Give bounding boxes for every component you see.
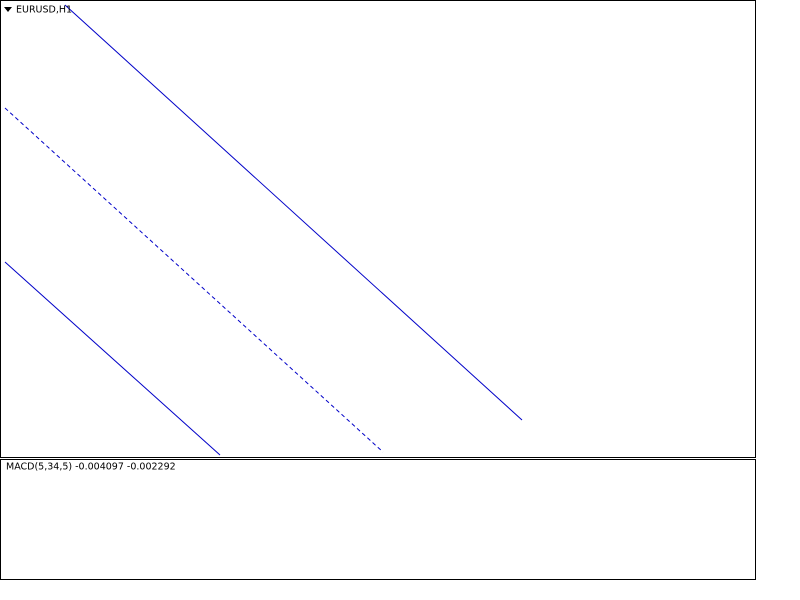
channel-line — [4, 261, 221, 456]
channel-midline — [4, 107, 384, 453]
menu-arrow[interactable] — [4, 7, 12, 12]
chart-title: EURUSD,H1 — [16, 5, 72, 16]
channel-line — [64, 4, 523, 421]
macd-pane-border — [0, 459, 756, 580]
main-pane-border — [0, 0, 756, 458]
macd-label: MACD(5,34,5) -0.004097 -0.002292 — [6, 462, 176, 473]
